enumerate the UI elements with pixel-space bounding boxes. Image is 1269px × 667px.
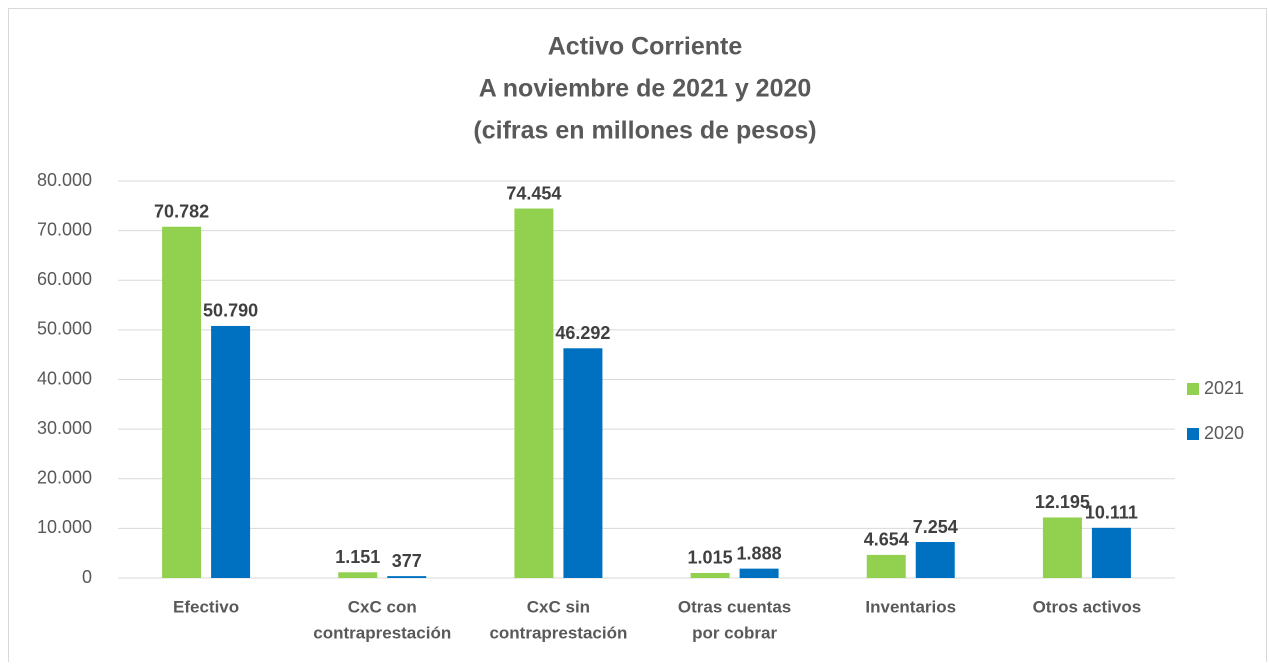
value-label: 1.151 (335, 547, 380, 567)
bar (1091, 527, 1131, 578)
legend-swatch (1187, 383, 1199, 395)
legend-label: 2020 (1204, 423, 1244, 443)
y-tick-label: 30.000 (37, 418, 92, 438)
bar (387, 576, 427, 578)
value-label: 4.654 (864, 530, 909, 550)
x-tick-label: Efectivo (173, 597, 239, 616)
x-tick-label: contraprestación (313, 623, 451, 642)
y-tick-label: 20.000 (37, 468, 92, 488)
y-tick-label: 0 (82, 567, 92, 587)
chart-title: A noviembre de 2021 y 2020 (479, 75, 812, 103)
y-tick-label: 60.000 (37, 269, 92, 289)
x-tick-label: Inventarios (865, 597, 956, 616)
value-label: 70.782 (154, 201, 209, 221)
chart-title: Activo Corriente (548, 33, 743, 61)
y-tick-label: 80.000 (37, 170, 92, 190)
chart-title: (cifras en millones de pesos) (473, 117, 816, 145)
y-tick-label: 70.000 (37, 219, 92, 239)
legend-label: 2021 (1204, 378, 1244, 398)
bar (915, 542, 955, 578)
y-tick-label: 10.000 (37, 517, 92, 537)
bar (563, 348, 603, 578)
bar (514, 208, 554, 578)
x-tick-label: Otros activos (1033, 597, 1142, 616)
x-tick-label: Otras cuentas (678, 597, 791, 616)
y-tick-label: 40.000 (37, 368, 92, 388)
x-tick-label: contraprestación (489, 623, 627, 642)
bar (162, 226, 202, 578)
value-label: 50.790 (203, 301, 258, 321)
bar (338, 572, 378, 578)
x-tick-label: CxC sin (527, 597, 590, 616)
bar (739, 568, 779, 578)
bar (211, 325, 251, 578)
y-tick-label: 50.000 (37, 319, 92, 339)
x-tick-label: por cobrar (692, 623, 777, 642)
value-label: 1.888 (737, 543, 782, 563)
value-label: 1.015 (688, 548, 733, 568)
legend-swatch (1187, 428, 1199, 440)
bar (690, 572, 730, 578)
x-tick-label: CxC con (348, 597, 417, 616)
value-label: 7.254 (913, 517, 958, 537)
value-label: 74.454 (506, 183, 561, 203)
bar (866, 554, 906, 578)
value-label: 377 (392, 551, 422, 571)
value-label: 12.195 (1035, 492, 1090, 512)
bar (1042, 517, 1082, 578)
value-label: 46.292 (555, 323, 610, 343)
value-label: 10.111 (1085, 503, 1138, 523)
